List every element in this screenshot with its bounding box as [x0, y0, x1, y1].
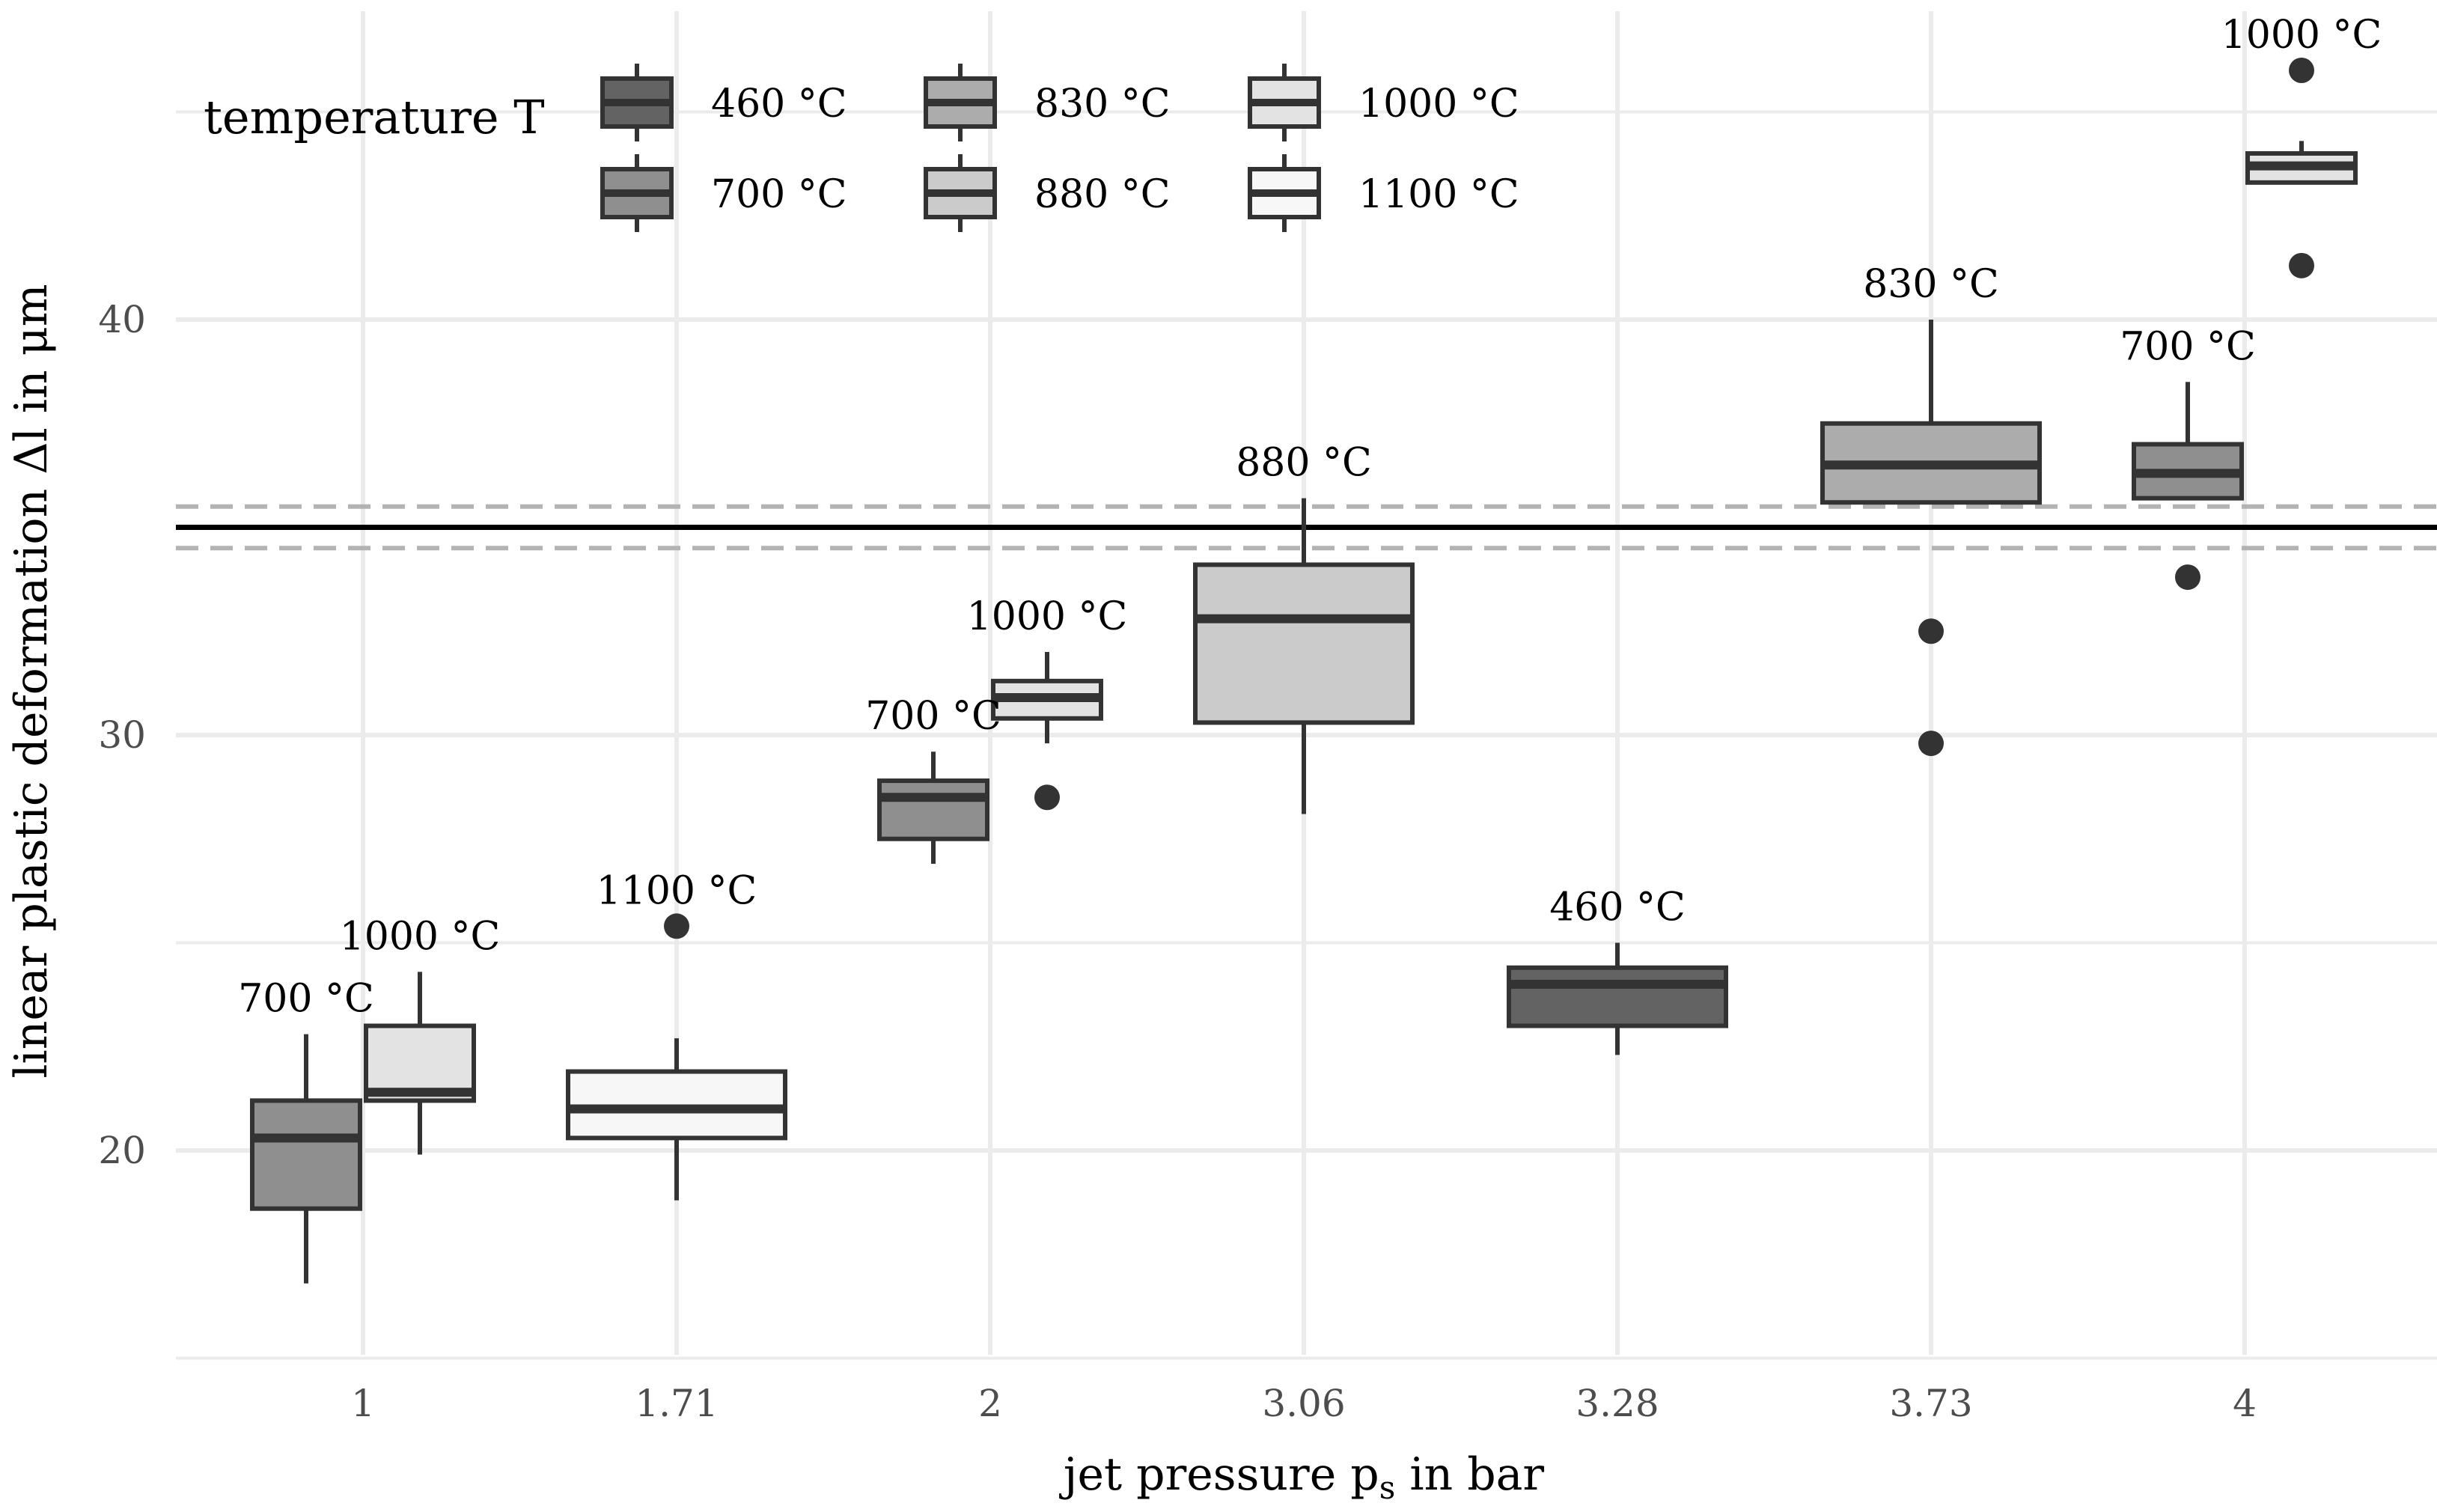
x-axis-title: jet pressure ps in bar	[1059, 1448, 1545, 1506]
box-3.28-460	[1507, 942, 1728, 1055]
box-1-1000	[364, 972, 476, 1155]
legend-title: temperature T	[204, 90, 545, 144]
box-4-1000	[2245, 58, 2358, 278]
x-axis-title-main: jet pressure p	[1059, 1448, 1379, 1501]
box-label: 1000 °C	[2221, 13, 2382, 58]
legend: temperature T 460 °C 700 °C 830 °C 880 °C 100…	[204, 64, 1519, 232]
box-3.73-830	[1820, 320, 2042, 757]
box-body	[1193, 562, 1415, 725]
outlier-point	[1034, 784, 1060, 811]
outlier-point	[1918, 618, 1944, 644]
y-tick-label: 40	[98, 298, 146, 341]
box-label: 700 °C	[238, 977, 374, 1022]
x-tick-label: 4	[2233, 1382, 2257, 1425]
y-tick-label: 20	[98, 1129, 146, 1172]
box-2-1000	[991, 652, 1103, 811]
box-3.06-880	[1193, 498, 1415, 814]
legend-entry: 830 °C	[924, 64, 1171, 141]
box-label: 1000 °C	[340, 914, 501, 959]
outlier-point	[2175, 564, 2200, 591]
y-axis-title: linear plastic deformation Δl in μm	[5, 284, 58, 1078]
x-axis-title-rest: in bar	[1395, 1448, 1544, 1501]
x-tick-label: 3.73	[1889, 1382, 1972, 1425]
x-tick-label: 3.28	[1576, 1382, 1659, 1425]
box-label: 700 °C	[865, 694, 1001, 739]
box-body	[877, 778, 989, 841]
outlier-point	[2289, 58, 2314, 83]
box-1-700	[250, 1034, 362, 1284]
box-label: 830 °C	[1863, 262, 1999, 307]
x-axis-ticks: 1 1.71 2 3.06 3.28 3.73 4	[351, 1382, 2257, 1425]
x-tick-label: 1	[351, 1382, 375, 1425]
legend-entry: 700 °C	[600, 154, 847, 232]
x-axis-title-subscript: s	[1379, 1469, 1396, 1506]
legend-label: 1000 °C	[1358, 82, 1519, 126]
box-label: 880 °C	[1236, 441, 1372, 486]
legend-label: 460 °C	[711, 82, 847, 126]
box-1.71-1100	[566, 913, 787, 1201]
x-tick-label: 1.71	[635, 1382, 718, 1425]
box-label: 700 °C	[2120, 324, 2256, 369]
box-series	[250, 58, 2358, 1284]
legend-label: 1100 °C	[1358, 172, 1519, 217]
box-body	[1507, 965, 1728, 1028]
box-label: 1100 °C	[597, 868, 757, 913]
box-label: 460 °C	[1549, 885, 1686, 930]
box-body	[250, 1098, 362, 1211]
y-tick-label: 30	[98, 713, 146, 757]
outlier-point	[664, 913, 689, 939]
reference-lines	[176, 504, 2437, 551]
box-4-700	[2132, 382, 2244, 591]
legend-entry: 1100 °C	[1248, 154, 1519, 232]
x-tick-label: 3.06	[1262, 1382, 1345, 1425]
legend-label: 830 °C	[1034, 82, 1171, 126]
box-2-700	[877, 752, 989, 865]
box-annotations: 700 °C 1000 °C 1100 °C 700 °C 1000 °C 880 °C 4…	[238, 13, 2382, 1022]
outlier-point	[2289, 252, 2314, 278]
legend-label: 880 °C	[1034, 172, 1171, 217]
y-axis-ticks: 20 30 40	[98, 298, 146, 1172]
legend-entry: 880 °C	[924, 154, 1171, 232]
legend-entry: 1000 °C	[1248, 64, 1519, 141]
legend-label: 700 °C	[711, 172, 847, 217]
outlier-point	[1918, 731, 1944, 757]
x-tick-label: 2	[978, 1382, 1002, 1425]
box-label: 1000 °C	[967, 594, 1128, 639]
legend-entry: 460 °C	[600, 64, 847, 141]
